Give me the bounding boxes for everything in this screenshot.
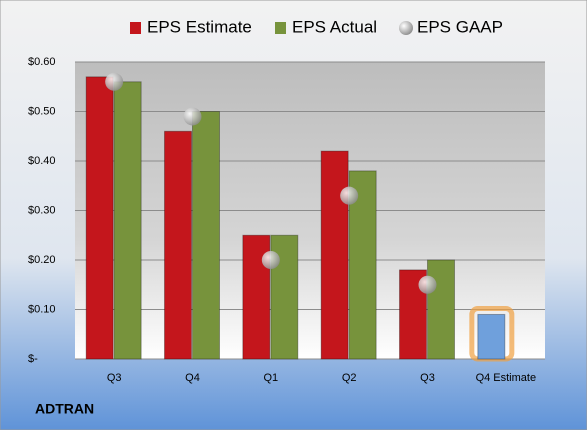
legend-swatch [399, 21, 413, 35]
x-tick-label: Q4 [185, 372, 200, 384]
y-tick-label: $0.20 [28, 254, 56, 266]
x-tick-label: Q4 Estimate [476, 372, 537, 384]
bar [427, 259, 455, 360]
legend-swatch [275, 22, 286, 34]
y-tick-label: $0.40 [28, 155, 56, 167]
bar [164, 130, 192, 360]
legend-label: EPS GAAP [417, 17, 503, 36]
bar [320, 150, 349, 360]
gaap-marker [261, 251, 280, 269]
legend-label: EPS Actual [292, 17, 377, 36]
gaap-marker [105, 72, 124, 91]
x-tick-label: Q3 [107, 372, 122, 384]
chart-title: ADTRAN [35, 401, 94, 417]
gaap-marker [183, 107, 202, 126]
legend-label: EPS Estimate [147, 17, 252, 36]
y-tick-label: $- [28, 353, 38, 365]
y-tick-label: $0.30 [28, 204, 56, 216]
y-tick-label: $0.10 [28, 303, 56, 315]
bar [85, 76, 114, 360]
bar [113, 81, 142, 360]
gaap-marker [340, 186, 359, 205]
y-tick-label: $0.50 [28, 105, 56, 117]
gaap-marker [418, 275, 437, 294]
bar [192, 111, 220, 360]
y-tick-label: $0.60 [28, 56, 56, 68]
bar [477, 313, 506, 360]
legend-swatch [130, 22, 141, 34]
x-tick-label: Q3 [420, 372, 435, 384]
x-tick-label: Q2 [342, 372, 357, 384]
x-tick-label: Q1 [263, 372, 278, 384]
